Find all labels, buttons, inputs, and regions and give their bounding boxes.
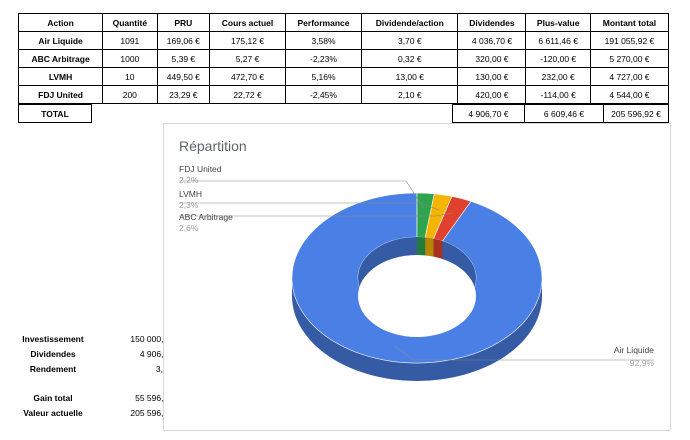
cell-cours[interactable]: 22,72 € bbox=[209, 85, 286, 104]
cell-dividendes[interactable]: 130,00 € bbox=[457, 67, 527, 86]
total-row: TOTAL 4 906,70 € 6 609,46 € 205 596,92 € bbox=[18, 104, 669, 123]
repartition-chart[interactable]: Répartition Air Liquide 92,9% ABC Arbitrag… bbox=[163, 123, 671, 431]
header-cours-actuel[interactable]: Cours actuel bbox=[209, 13, 286, 32]
header-performance[interactable]: Performance bbox=[284, 13, 363, 32]
header-dividende-action[interactable]: Dividende/action bbox=[361, 13, 459, 32]
cell-dividende-action[interactable]: 0,32 € bbox=[361, 49, 459, 68]
table-header-row: Action Quantité PRU Cours actuel Perform… bbox=[17, 13, 670, 32]
cell-quantite[interactable]: 1000 bbox=[102, 49, 158, 68]
header-action[interactable]: Action bbox=[17, 13, 104, 32]
dividendes-value[interactable]: 4 906,70 € bbox=[139, 349, 180, 359]
header-pru[interactable]: PRU bbox=[156, 13, 211, 32]
hole-wall-lvmh bbox=[425, 237, 434, 257]
pct-abc-arbitrage: 2,6% bbox=[179, 223, 199, 233]
cell-performance[interactable]: 3,58% bbox=[284, 31, 363, 50]
pct-fdj-united: 2,2% bbox=[179, 175, 199, 185]
label-abc-arbitrage: ABC Arbitrage bbox=[179, 212, 233, 222]
totals-table: TOTAL 4 906,70 € 6 609,46 € 205 596,92 € bbox=[18, 104, 669, 123]
cell-montant[interactable]: 4 544,00 € bbox=[589, 85, 670, 104]
cell-action[interactable]: ABC Arbitrage bbox=[17, 49, 104, 68]
cell-dividende-action[interactable]: 2,10 € bbox=[361, 85, 459, 104]
pct-lvmh: 2,3% bbox=[179, 200, 199, 210]
header-quantite[interactable]: Quantité bbox=[102, 13, 158, 32]
total-montant[interactable]: 205 596,92 € bbox=[603, 104, 669, 123]
gain-label: Gain total bbox=[33, 393, 73, 403]
cell-dividendes[interactable]: 320,00 € bbox=[457, 49, 527, 68]
cell-dividendes[interactable]: 420,00 € bbox=[457, 85, 527, 104]
hole-wall-fdj-united bbox=[417, 237, 426, 256]
table-row: LVMH 10 449,50 € 472,70 € 5,16% 13,00 € … bbox=[17, 67, 670, 86]
leader-air-liquide bbox=[394, 345, 654, 361]
cell-pru[interactable]: 449,50 € bbox=[156, 67, 211, 86]
investissement-value[interactable]: 150 000,00 € bbox=[130, 334, 180, 344]
chart-title: Répartition bbox=[179, 138, 247, 154]
cell-pru[interactable]: 169,06 € bbox=[156, 31, 211, 50]
total-label[interactable]: TOTAL bbox=[18, 104, 92, 123]
hole-wall-abc-arbitrage bbox=[433, 238, 443, 260]
gain-value[interactable]: 55 596,92 € bbox=[135, 393, 180, 403]
cell-montant[interactable]: 191 055,92 € bbox=[589, 31, 670, 50]
cell-montant[interactable]: 5 270,00 € bbox=[589, 49, 670, 68]
pct-air-liquide: 92,9% bbox=[630, 358, 655, 368]
cell-pru[interactable]: 23,29 € bbox=[156, 85, 211, 104]
cell-plus-value[interactable]: -114,00 € bbox=[525, 85, 591, 104]
header-dividendes[interactable]: Dividendes bbox=[457, 13, 527, 32]
investissement-label: Investissement bbox=[22, 334, 84, 344]
cell-dividende-action[interactable]: 13,00 € bbox=[361, 67, 459, 86]
cell-cours[interactable]: 175,12 € bbox=[209, 31, 286, 50]
valeur-label: Valeur actuelle bbox=[23, 408, 83, 418]
holdings-table: Action Quantité PRU Cours actuel Perform… bbox=[17, 13, 670, 104]
cell-plus-value[interactable]: 232,00 € bbox=[525, 67, 591, 86]
total-dividendes[interactable]: 4 906,70 € bbox=[452, 104, 525, 123]
cell-performance[interactable]: -2,45% bbox=[284, 85, 363, 104]
cell-quantite[interactable]: 10 bbox=[102, 67, 158, 86]
header-montant-total[interactable]: Montant total bbox=[589, 13, 670, 32]
cell-plus-value[interactable]: -120,00 € bbox=[525, 49, 591, 68]
leader-abc-arbitrage bbox=[179, 212, 454, 217]
valeur-value[interactable]: 205 596,92 € bbox=[130, 408, 180, 418]
rendement-label: Rendement bbox=[29, 364, 77, 374]
total-plus-value[interactable]: 6 609,46 € bbox=[524, 104, 604, 123]
table-row: FDJ United 200 23,29 € 22,72 € -2,45% 2,… bbox=[17, 85, 670, 104]
leader-fdj-united bbox=[179, 180, 425, 209]
cell-pru[interactable]: 5,39 € bbox=[156, 49, 211, 68]
donut-hole bbox=[358, 255, 476, 337]
table-row: ABC Arbitrage 1000 5,39 € 5,27 € -2,23% … bbox=[17, 49, 670, 68]
cell-cours[interactable]: 472,70 € bbox=[209, 67, 286, 86]
cell-quantite[interactable]: 200 bbox=[102, 85, 158, 104]
total-spacer bbox=[92, 105, 453, 123]
cell-dividendes[interactable]: 4 036,70 € bbox=[457, 31, 527, 50]
table-row: Air Liquide 1091 169,06 € 175,12 € 3,58%… bbox=[17, 31, 670, 50]
cell-action[interactable]: FDJ United bbox=[17, 85, 104, 104]
dividendes-label: Dividendes bbox=[30, 349, 76, 359]
cell-performance[interactable]: 5,16% bbox=[284, 67, 363, 86]
cell-dividende-action[interactable]: 3,70 € bbox=[361, 31, 459, 50]
label-fdj-united: FDJ United bbox=[179, 164, 222, 174]
label-lvmh: LVMH bbox=[179, 189, 202, 199]
cell-action[interactable]: Air Liquide bbox=[17, 31, 104, 50]
header-plus-value[interactable]: Plus-value bbox=[525, 13, 591, 32]
cell-action[interactable]: LVMH bbox=[17, 67, 104, 86]
cell-quantite[interactable]: 1091 bbox=[102, 31, 158, 50]
cell-plus-value[interactable]: 6 611,46 € bbox=[525, 31, 591, 50]
cell-performance[interactable]: -2,23% bbox=[284, 49, 363, 68]
cell-montant[interactable]: 4 727,00 € bbox=[589, 67, 670, 86]
label-air-liquide: Air Liquide bbox=[614, 345, 654, 355]
cell-cours[interactable]: 5,27 € bbox=[209, 49, 286, 68]
